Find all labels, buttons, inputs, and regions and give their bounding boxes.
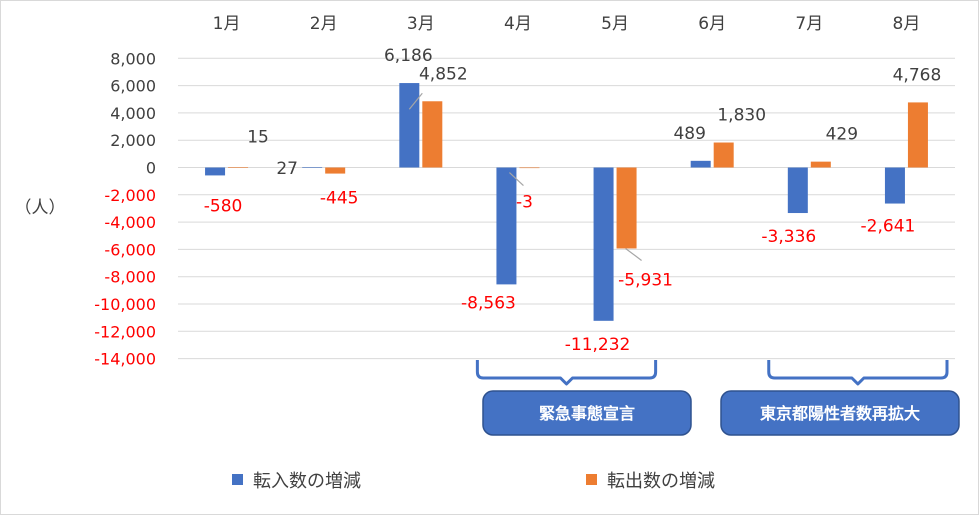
legend-swatch	[586, 474, 597, 485]
outflow-data-label: -3	[516, 193, 533, 213]
y-tick-label: -8,000	[104, 268, 156, 287]
outflow-bar	[422, 101, 443, 168]
bars	[205, 83, 928, 321]
legend-label: 転出数の増減	[607, 471, 715, 492]
inflow-bar	[302, 167, 323, 168]
outflow-data-label: 4,852	[419, 64, 468, 84]
legend: 転入数の増減 転出数の増減	[232, 471, 715, 492]
inflow-bar	[884, 167, 905, 204]
annotation-bracket	[767, 360, 949, 386]
outflow-bar	[519, 167, 540, 169]
annotation-label: 緊急事態宣言	[539, 404, 635, 423]
category-label: 1月	[213, 14, 241, 34]
inflow-bar	[496, 167, 517, 285]
inflow-data-label: -3,336	[761, 227, 816, 247]
y-tick-label: -6,000	[104, 240, 156, 259]
outflow-bar	[325, 167, 346, 174]
inflow-bar	[399, 83, 420, 168]
category-label: 5月	[601, 14, 629, 34]
y-axis-label: （人）	[15, 198, 66, 218]
y-tick-label: -2,000	[104, 186, 156, 205]
category-label: 3月	[407, 14, 435, 34]
inflow-bar	[205, 167, 226, 176]
annotation-bracket	[475, 360, 658, 386]
leader-line	[625, 247, 642, 261]
inflow-bar	[787, 167, 808, 214]
legend-swatch	[232, 474, 243, 485]
outflow-bar	[907, 102, 928, 168]
inflow-data-label: 6,186	[384, 46, 433, 66]
y-axis-tick-labels: 8,000 6,000 4,000 2,000 0 -2,000 -4,000 -6,000 -…	[94, 49, 156, 368]
y-tick-label: -4,000	[104, 213, 156, 232]
annotation-label: 東京都陽性者数再拡大	[760, 404, 920, 423]
data-labels: -580 27 6,186 -8,563 -11,232 489 -3,336 -2,641 1…	[204, 46, 942, 355]
y-tick-label: -14,000	[94, 350, 156, 369]
category-labels: 1月 2月 3月 4月 5月 6月 7月 8月	[213, 14, 921, 34]
y-tick-label: 4,000	[110, 104, 156, 123]
annotation-box	[720, 390, 960, 436]
label-leader-lines	[408, 92, 642, 261]
legend-label: 転入数の増減	[253, 471, 361, 492]
y-tick-label: -12,000	[94, 322, 156, 341]
leader-line	[509, 172, 524, 186]
leader-line	[408, 92, 423, 110]
y-tick-label: 2,000	[110, 131, 156, 150]
inflow-data-label: 27	[276, 159, 298, 179]
category-label: 4月	[504, 14, 532, 34]
inflow-bar	[690, 160, 711, 168]
outflow-data-label: -5,931	[618, 270, 673, 290]
outflow-data-label: 4,768	[893, 65, 942, 85]
y-tick-label: 8,000	[110, 49, 156, 68]
annotation-box	[482, 390, 692, 436]
inflow-bar	[593, 167, 614, 321]
y-tick-label: -10,000	[94, 295, 156, 314]
inflow-data-label: -2,641	[861, 217, 916, 237]
outflow-data-label: 1,830	[717, 106, 766, 126]
inflow-data-label: 489	[673, 124, 705, 144]
outflow-bar	[713, 142, 734, 168]
category-label: 6月	[698, 14, 726, 34]
y-tick-label: 6,000	[110, 77, 156, 96]
outflow-data-label: -445	[320, 189, 359, 209]
inflow-data-label: -580	[204, 196, 243, 216]
category-label: 7月	[795, 14, 823, 34]
y-tick-label: 0	[146, 159, 156, 178]
inflow-data-label: -8,563	[461, 293, 516, 313]
category-label: 2月	[310, 14, 338, 34]
outflow-bar	[228, 167, 249, 168]
outflow-data-label: 429	[826, 125, 858, 145]
inflow-data-label: -11,232	[565, 335, 631, 355]
outflow-data-label: 15	[247, 127, 269, 147]
category-label: 8月	[893, 14, 921, 34]
outflow-bar	[810, 161, 831, 168]
annotations: 緊急事態宣言 東京都陽性者数再拡大	[475, 360, 960, 436]
gridlines	[178, 57, 955, 360]
outflow-bar	[616, 167, 637, 249]
